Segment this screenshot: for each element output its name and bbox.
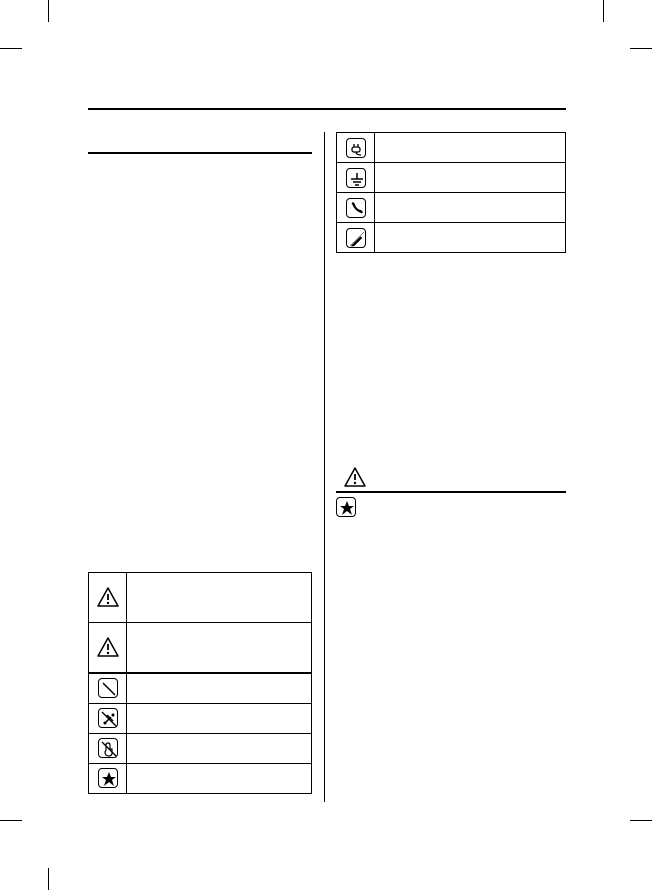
- crop-mark: [630, 48, 652, 49]
- warning-table: [88, 572, 312, 673]
- icon-cell: [89, 703, 127, 733]
- top-rule: [88, 108, 566, 110]
- star-inline: [336, 493, 566, 521]
- table-row: [89, 572, 312, 622]
- table-row: [337, 163, 566, 193]
- table-row: [89, 763, 312, 793]
- table-row: [337, 223, 566, 253]
- crop-mark: [48, 868, 49, 890]
- table-row: [89, 703, 312, 733]
- icon-cell: [337, 133, 375, 163]
- crop-mark: [603, 0, 604, 22]
- label-cell: [375, 163, 566, 193]
- table-row: [89, 733, 312, 763]
- icon-cell: [337, 193, 375, 223]
- center-divider: [324, 132, 325, 802]
- top-symbol-table: [336, 132, 566, 253]
- warning-icon: [344, 467, 366, 487]
- label-cell: [127, 763, 312, 793]
- phone-icon: [346, 198, 366, 218]
- crop-mark: [0, 48, 22, 49]
- star-icon: [336, 497, 356, 517]
- tools-icon: [98, 708, 118, 728]
- icon-cell: [89, 733, 127, 763]
- table-row: [89, 622, 312, 672]
- label-cell: [127, 673, 312, 703]
- page-content: [88, 108, 566, 804]
- star-icon: [98, 768, 118, 788]
- table-row: [89, 673, 312, 703]
- label-cell: [127, 572, 312, 622]
- icon-cell: [89, 622, 127, 672]
- left-column: [88, 132, 312, 794]
- label-cell: [375, 223, 566, 253]
- warning-inline: [336, 463, 566, 491]
- ground-icon: [346, 168, 366, 188]
- symbol-table: [88, 673, 312, 794]
- label-cell: [127, 733, 312, 763]
- label-cell: [127, 622, 312, 672]
- crop-mark: [48, 0, 49, 22]
- table-row: [337, 133, 566, 163]
- warning-icon: [97, 637, 119, 657]
- crop-mark: [0, 820, 22, 821]
- warning-icon: [97, 587, 119, 607]
- prohibit-icon: [98, 678, 118, 698]
- table-row: [337, 193, 566, 223]
- label-cell: [375, 133, 566, 163]
- plug-icon: [346, 138, 366, 158]
- icon-cell: [89, 763, 127, 793]
- label-cell: [127, 703, 312, 733]
- no-touch-icon: [98, 738, 118, 758]
- right-column: [336, 132, 566, 521]
- icon-cell: [337, 223, 375, 253]
- crop-mark: [630, 820, 652, 821]
- no-write-icon: [346, 228, 366, 248]
- icon-cell: [337, 163, 375, 193]
- label-cell: [375, 193, 566, 223]
- icon-cell: [89, 673, 127, 703]
- icon-cell: [89, 572, 127, 622]
